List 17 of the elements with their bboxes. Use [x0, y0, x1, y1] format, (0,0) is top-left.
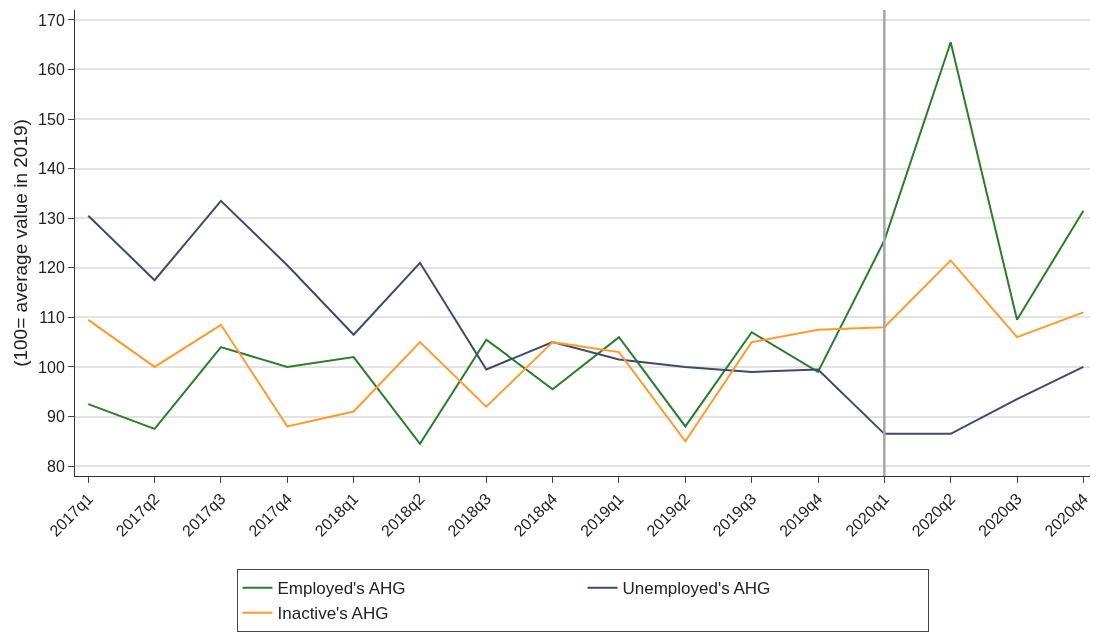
legend-label: Employed's AHG: [277, 579, 406, 599]
line-series: [87, 41, 1085, 445]
legend-label: Unemployed's AHG: [622, 579, 771, 599]
y-tick-label: 170: [38, 11, 65, 29]
line-series: [87, 259, 1085, 443]
y-axis-title: (100= average value in 2019): [10, 119, 31, 367]
y-tick-label: 160: [38, 61, 65, 79]
y-tick-label: 150: [38, 110, 65, 128]
y-tick-label: 130: [38, 209, 65, 227]
y-tick-label: 110: [39, 308, 65, 326]
legend-label: Inactive's AHG: [277, 604, 389, 624]
y-tick-label: 80: [47, 457, 65, 475]
y-tick-label: 140: [38, 160, 65, 178]
line-series: [87, 199, 1085, 435]
y-tick-label: 100: [38, 358, 65, 376]
y-tick-label: 120: [38, 259, 65, 277]
y-tick-label: 90: [47, 408, 65, 426]
